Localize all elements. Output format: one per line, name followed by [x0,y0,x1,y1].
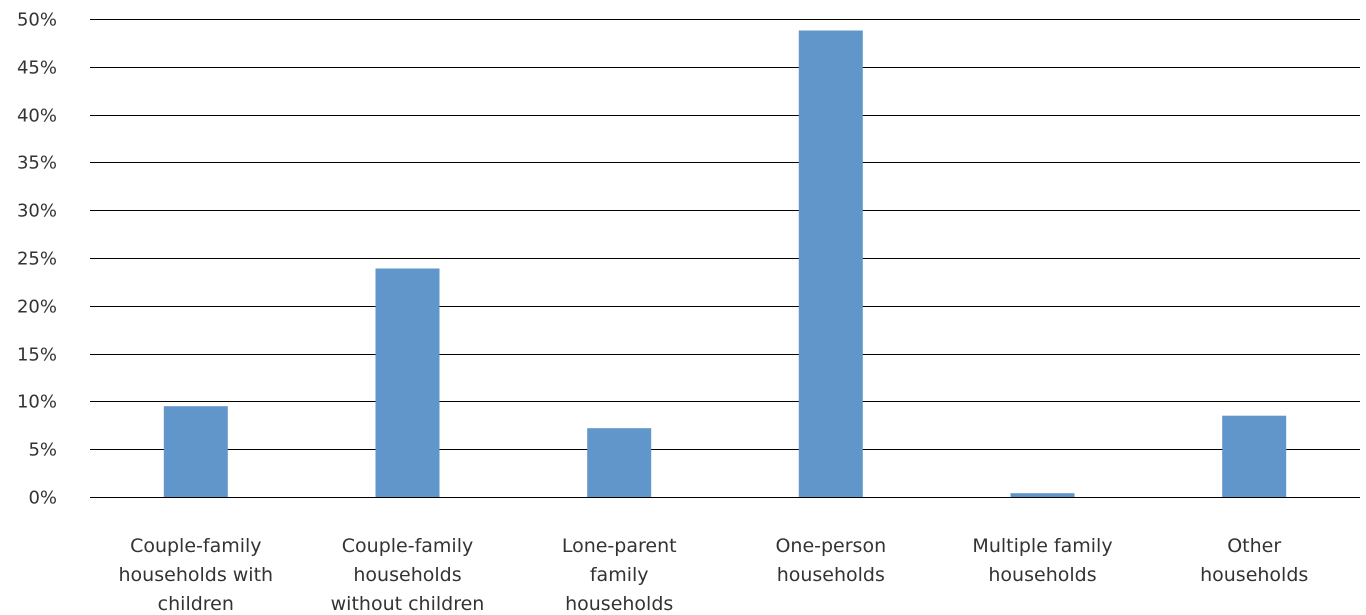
bar [163,406,228,497]
bar [375,268,440,497]
y-tick-label: 35% [17,153,57,174]
x-category-label: One-person households [775,535,886,586]
y-tick-label: 20% [17,297,57,318]
y-tick-label: 30% [17,201,57,222]
bar [798,30,863,497]
bar [587,428,652,497]
bar [1010,493,1075,497]
y-tick-label: 5% [28,440,57,461]
x-category-label: Other households [1200,535,1308,586]
gridlines [90,19,1360,498]
y-tick-label: 50% [17,10,57,31]
x-category-label: Couple-family households without children [331,535,485,615]
y-tick-label: 0% [28,488,57,509]
x-category-label: Multiple family households [972,535,1112,586]
y-axis-tick-labels: 0% 5% 10% 15% 20% 25% 30% 35% 40% 45% 50% [17,10,57,509]
x-category-label: Couple-family households with children [119,535,274,615]
x-axis-category-labels: Couple-family households with children Coup… [119,535,1309,615]
y-tick-label: 15% [17,345,57,366]
x-category-label: Lone-parent family households [562,535,677,615]
y-tick-label: 40% [17,106,57,127]
y-tick-label: 25% [17,249,57,270]
bar [1222,415,1287,497]
bars [163,30,1287,497]
y-tick-label: 10% [17,392,57,413]
y-tick-label: 45% [17,58,57,79]
